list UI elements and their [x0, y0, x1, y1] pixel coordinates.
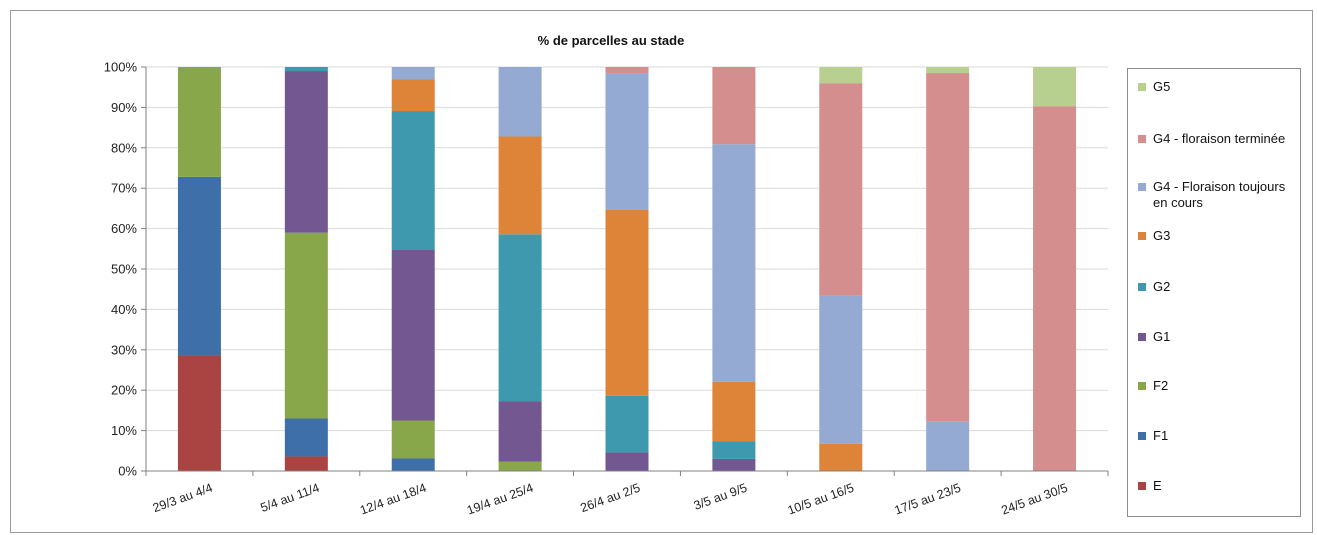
axes: [141, 66, 1109, 476]
bar-segment: [391, 67, 435, 80]
bar-segment: [926, 73, 970, 422]
y-axis-tick-labels: 0% 10% 20% 30% 40% 50% 60% 70% 80% 90% 100%: [104, 60, 138, 479]
x-category-label: 3/5 au 9/5: [692, 481, 749, 513]
bar-segment: [712, 458, 756, 471]
y-tick-label: 60%: [111, 221, 137, 236]
legend-label: G4 - Floraison toujours en cours: [1153, 179, 1286, 210]
chart-legend: G5 G4 - floraison terminée G4 - Floraison …: [1127, 68, 1301, 517]
bar-segment: [605, 395, 649, 453]
bar-segment: [605, 452, 649, 471]
legend-item: F2: [1138, 378, 1301, 394]
legend-label: G2: [1153, 279, 1171, 294]
legend-item: F1: [1138, 428, 1301, 444]
legend-swatch: [1138, 432, 1146, 440]
legend-swatch: [1138, 135, 1146, 143]
bar-segment: [1033, 106, 1077, 472]
legend-swatch: [1138, 183, 1146, 191]
x-category-label: 5/4 au 11/4: [259, 481, 322, 515]
legend-swatch: [1138, 83, 1146, 91]
legend-label: F1: [1153, 428, 1169, 443]
x-category-label: 29/3 au 4/4: [151, 481, 215, 516]
legend-label: G1: [1153, 329, 1171, 344]
bar-segment: [284, 456, 328, 471]
legend-item: G5: [1138, 79, 1301, 95]
legend-item: G4 - Floraison toujours en cours: [1138, 179, 1301, 211]
y-tick-label: 90%: [111, 100, 137, 115]
y-tick-label: 100%: [104, 60, 138, 75]
y-tick-label: 10%: [111, 423, 137, 438]
y-tick-label: 0%: [118, 464, 137, 479]
legend-swatch: [1138, 232, 1146, 240]
bar-segment: [391, 250, 435, 421]
bar-segment: [605, 209, 649, 396]
bar-segment: [819, 83, 863, 296]
bar-stacks: [177, 67, 1077, 472]
bar-segment: [391, 111, 435, 251]
bar-segment: [177, 176, 221, 356]
bar-segment: [284, 232, 328, 419]
y-tick-label: 40%: [111, 302, 137, 317]
bar-segment: [712, 381, 756, 442]
x-category-label: 17/5 au 23/5: [893, 481, 963, 518]
bar-segment: [498, 67, 542, 137]
bar-segment: [819, 67, 863, 84]
legend-label: G5: [1153, 79, 1171, 94]
bar-segment: [498, 136, 542, 235]
bar-segment: [284, 418, 328, 457]
legend-label: F2: [1153, 378, 1169, 393]
legend-swatch: [1138, 382, 1146, 390]
y-tick-label: 80%: [111, 140, 137, 155]
x-category-label: 10/5 au 16/5: [786, 481, 856, 518]
bar-segment: [712, 441, 756, 459]
x-axis-category-labels: 29/3 au 4/4 5/4 au 11/4 12/4 au 18/4 19/4 a…: [151, 481, 1070, 518]
chart-frame: [10, 10, 1313, 533]
bar-segment: [926, 67, 970, 74]
bar-segment: [284, 71, 328, 233]
bar-segment: [498, 234, 542, 402]
bar-segment: [712, 144, 756, 382]
bar-segment: [498, 401, 542, 462]
chart-title: % de parcelles au stade: [538, 33, 685, 48]
legend-item: G3: [1138, 228, 1301, 244]
bar-segment: [391, 79, 435, 112]
x-category-label: 19/4 au 25/4: [465, 481, 535, 518]
bar-segment: [498, 461, 542, 471]
bar-segment: [605, 67, 649, 74]
x-category-label: 26/4 au 2/5: [578, 481, 642, 516]
legend-item: G4 - floraison terminée: [1138, 131, 1301, 147]
legend-swatch: [1138, 283, 1146, 291]
legend-swatch: [1138, 482, 1146, 490]
legend-label: G4 - floraison terminée: [1153, 131, 1286, 146]
bar-segment: [819, 443, 863, 471]
legend-label: G3: [1153, 228, 1171, 243]
legend-label: E: [1153, 478, 1162, 493]
y-tick-label: 30%: [111, 342, 137, 357]
legend-swatch: [1138, 333, 1146, 341]
bar-segment: [926, 421, 970, 471]
bar-segment: [391, 420, 435, 459]
bar-segment: [605, 73, 649, 210]
legend-item: G1: [1138, 329, 1301, 345]
bar-segment: [1033, 67, 1077, 107]
bar-segment: [819, 295, 863, 444]
x-category-label: 12/4 au 18/4: [358, 481, 428, 518]
y-tick-label: 20%: [111, 383, 137, 398]
bar-segment: [284, 67, 328, 72]
x-category-label: 24/5 au 30/5: [999, 481, 1069, 518]
y-tick-label: 70%: [111, 181, 137, 196]
y-tick-label: 50%: [111, 262, 137, 277]
bar-segment: [177, 67, 221, 177]
legend-item: G2: [1138, 279, 1301, 295]
bar-segment: [712, 67, 756, 145]
bar-segment: [391, 458, 435, 471]
bar-segment: [177, 355, 221, 471]
legend-item: E: [1138, 478, 1301, 494]
